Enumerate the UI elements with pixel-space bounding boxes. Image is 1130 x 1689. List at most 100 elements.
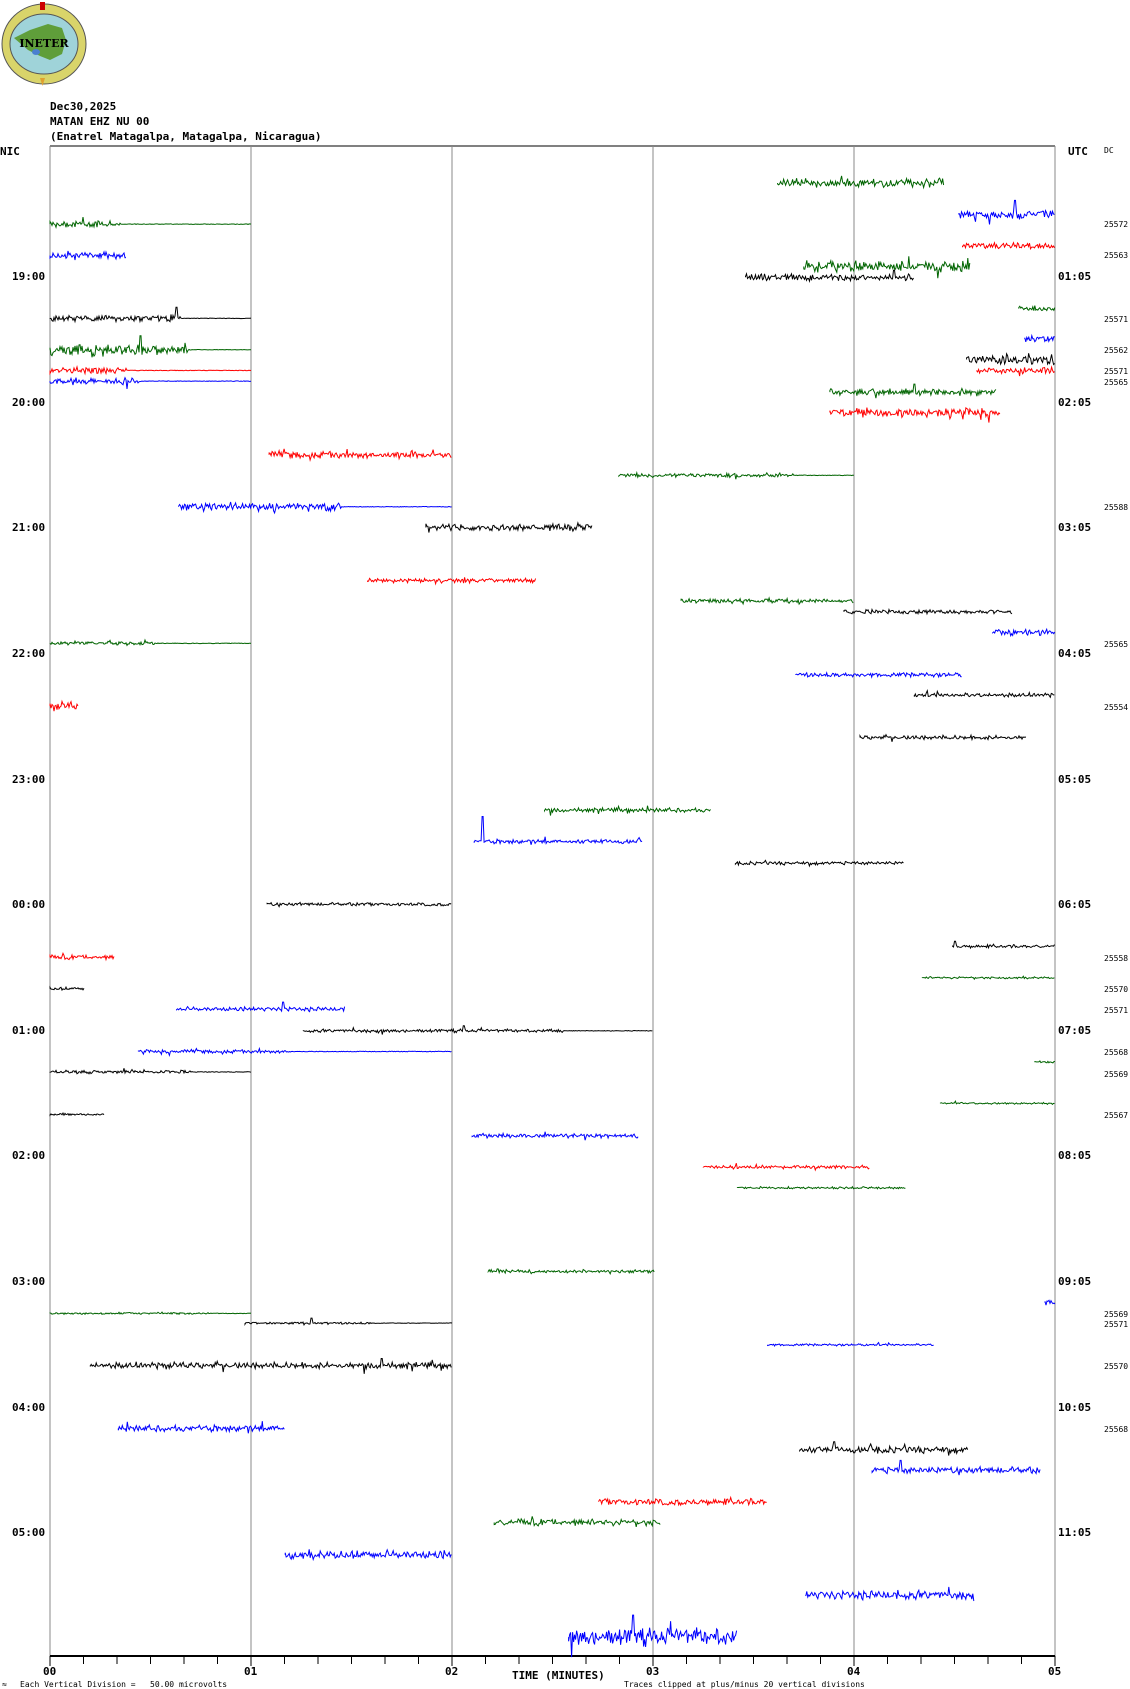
nic-hour-label: 20:00 — [12, 395, 46, 409]
seismic-trace — [493, 1516, 661, 1528]
seismic-trace — [913, 689, 1055, 699]
seismic-trace — [805, 1586, 975, 1602]
seismic-trace — [284, 1548, 452, 1562]
seismic-trace — [962, 241, 1055, 251]
nic-hour-label: 05:00 — [12, 1526, 46, 1540]
utc-hour-label: 04:05 — [1058, 647, 1092, 660]
scale-note: Each Vertical Division = 50.00 microvolt… — [20, 1680, 228, 1689]
station-label: MATAN EHZ NU 00 — [50, 115, 150, 128]
seismic-trace — [829, 406, 1001, 423]
seismic-trace — [702, 1162, 870, 1172]
seismic-trace — [49, 306, 252, 324]
ineter-logo: INETER — [1, 2, 87, 86]
seismic-trace — [487, 1268, 655, 1276]
x-tick-label: 01 — [244, 1665, 258, 1678]
seismic-trace — [1024, 333, 1055, 343]
date-label: Dec30,2025 — [50, 100, 117, 113]
seismic-trace — [734, 859, 904, 868]
dc-value-label: 25563 — [1104, 251, 1129, 261]
x-tick-label: 05 — [1048, 1665, 1062, 1678]
seismic-trace — [799, 1441, 969, 1456]
seismic-trace — [921, 975, 1055, 981]
utc-hour-label: 02:05 — [1058, 395, 1092, 409]
utc-hour-label: 06:05 — [1058, 898, 1092, 912]
seismic-trace — [843, 608, 1013, 616]
dc-value-label: 25558 — [1104, 953, 1129, 963]
nic-hour-label: 19:00 — [12, 270, 46, 284]
nic-hour-label: 04:00 — [12, 1400, 46, 1414]
seismic-trace — [777, 175, 945, 190]
dc-value-label: 25568 — [1104, 1424, 1129, 1434]
seismic-trace — [137, 1046, 452, 1057]
seismic-trace — [1044, 1299, 1056, 1306]
dc-value-label: 25569 — [1104, 1069, 1129, 1079]
right-timezone-label: UTC — [1068, 145, 1088, 158]
seismic-trace — [680, 596, 854, 606]
seismic-trace — [952, 940, 1055, 950]
x-axis-title: TIME (MINUTES) — [512, 1669, 605, 1682]
seismic-trace — [49, 699, 79, 712]
seismic-trace — [266, 901, 452, 908]
seismic-trace — [803, 256, 971, 279]
dc-value-label: 25571 — [1104, 1319, 1129, 1329]
seismic-trace — [176, 1001, 346, 1013]
utc-hour-label: 11:05 — [1058, 1526, 1092, 1540]
utc-hour-label: 03:05 — [1058, 521, 1092, 535]
seismic-trace — [736, 1185, 906, 1190]
seismic-trace — [49, 1311, 252, 1316]
x-tick-label: 03 — [646, 1665, 660, 1678]
seismic-trace — [89, 1358, 452, 1374]
seismic-trace — [473, 816, 643, 846]
utc-hour-label: 10:05 — [1058, 1400, 1092, 1414]
seismic-trace — [367, 577, 537, 586]
seismic-trace — [49, 376, 252, 390]
location-label: (Enatrel Matagalpa, Matagalpa, Nicaragua… — [50, 130, 322, 143]
dc-value-label: 25569 — [1104, 1309, 1129, 1319]
dc-value-label: 25571 — [1104, 1005, 1129, 1015]
dc-value-label: 25554 — [1104, 702, 1129, 712]
seismic-trace — [745, 269, 914, 283]
seismic-trace — [859, 733, 1027, 742]
seismic-trace — [976, 365, 1055, 377]
small-mark: ≈ — [2, 1680, 7, 1689]
seismic-trace — [471, 1131, 639, 1141]
dc-value-label: 25568 — [1104, 1047, 1129, 1057]
seismic-trace — [268, 448, 452, 462]
nic-hour-label: 01:00 — [12, 1023, 46, 1037]
utc-hour-label: 01:05 — [1058, 270, 1092, 284]
utc-hour-label: 08:05 — [1058, 1149, 1092, 1163]
dc-value-label: 25570 — [1104, 1361, 1129, 1371]
nic-hour-label: 02:00 — [12, 1149, 46, 1163]
x-tick-label: 04 — [847, 1665, 861, 1678]
seismic-trace — [992, 627, 1056, 638]
seismic-trace — [49, 217, 252, 230]
dc-header: DC — [1104, 146, 1114, 155]
dc-value-label: 25565 — [1104, 639, 1129, 649]
seismic-trace — [618, 470, 854, 480]
seismic-trace — [829, 383, 997, 399]
utc-hour-label: 07:05 — [1058, 1023, 1092, 1037]
dc-value-label: 25572 — [1104, 219, 1129, 229]
nic-hour-label: 23:00 — [12, 772, 46, 786]
utc-hour-label: 09:05 — [1058, 1275, 1092, 1288]
seismic-trace — [568, 1614, 738, 1658]
seismic-trace — [117, 1421, 285, 1434]
dc-value-label: 25565 — [1104, 377, 1129, 387]
dc-value-label: 25570 — [1104, 985, 1129, 995]
nic-hour-label: 00:00 — [12, 898, 46, 912]
clip-note: Traces clipped at plus/minus 20 vertical… — [624, 1680, 865, 1689]
dc-value-label: 25571 — [1104, 366, 1129, 376]
nic-hour-label: 03:00 — [12, 1275, 46, 1288]
dc-value-label: 25571 — [1104, 315, 1129, 325]
dc-value-label: 25562 — [1104, 346, 1129, 356]
x-tick-label: 00 — [43, 1665, 57, 1678]
seismic-trace — [939, 1100, 1055, 1106]
seismic-trace — [178, 501, 452, 515]
seismic-trace — [425, 521, 593, 533]
seismic-trace — [49, 951, 115, 962]
utc-hour-label: 05:05 — [1058, 772, 1092, 786]
logo-text: INETER — [19, 37, 69, 50]
seismic-trace — [871, 1459, 1041, 1476]
